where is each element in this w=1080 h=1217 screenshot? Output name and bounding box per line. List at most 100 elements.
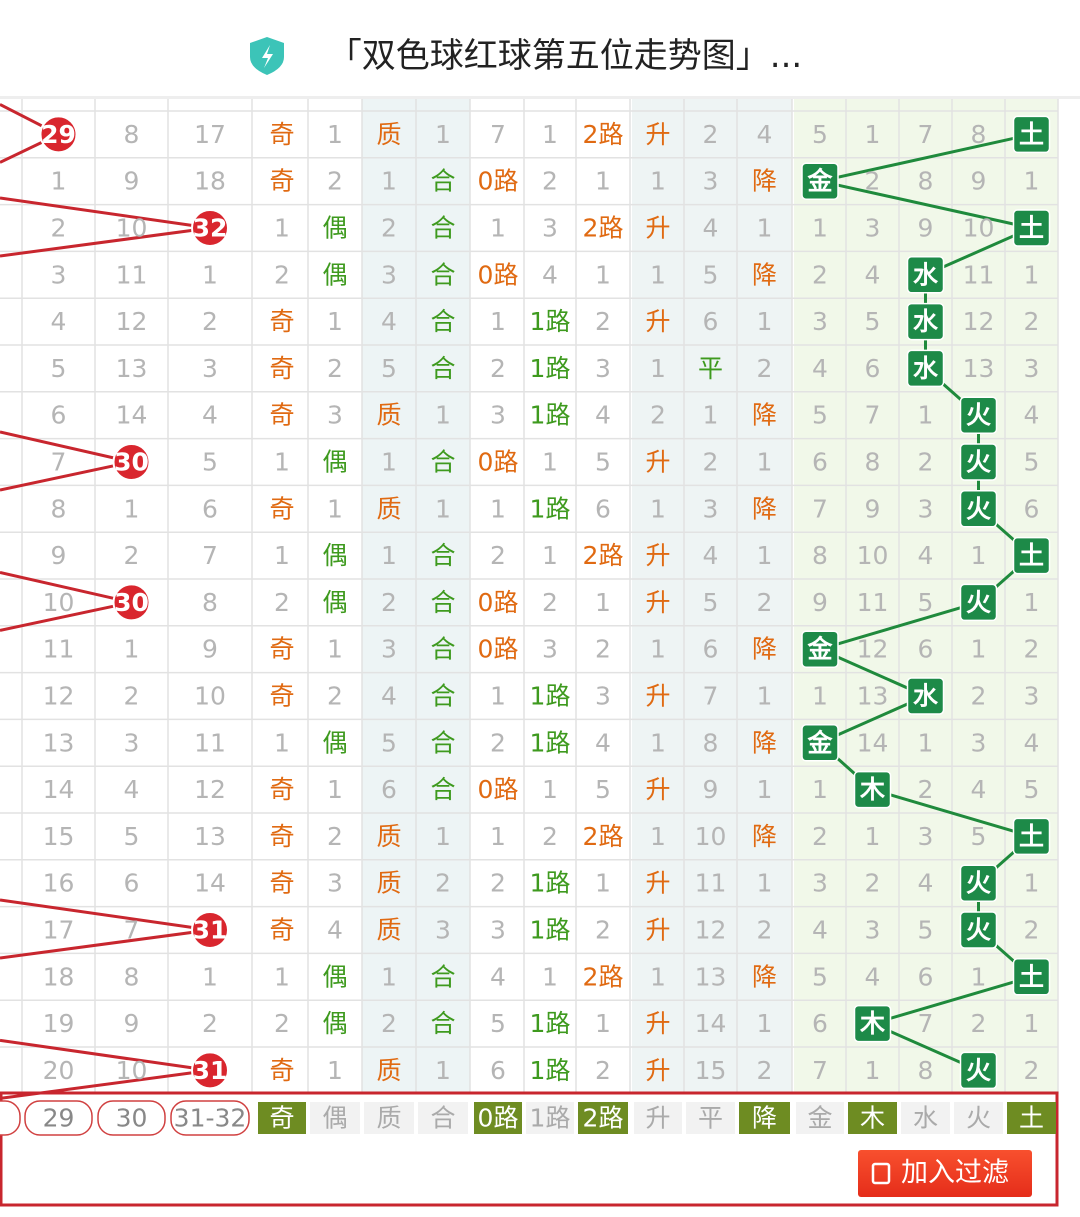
cell: 1 [971, 962, 987, 991]
filter-chip[interactable] [1007, 1102, 1056, 1134]
ball-number: 29 [41, 120, 76, 149]
filter-label[interactable]: 土 [1019, 1104, 1044, 1133]
cell: 2 [490, 354, 506, 383]
cell: 1 [327, 307, 343, 336]
cell: 合 [430, 1009, 455, 1038]
cell: 4 [595, 401, 611, 430]
cell: 5 [812, 120, 828, 149]
filter-label[interactable]: 升 [645, 1104, 670, 1133]
filter-chip[interactable] [418, 1102, 468, 1134]
cell: 3 [703, 494, 719, 523]
filter-pill[interactable] [24, 1100, 93, 1136]
cell: 2 [327, 167, 343, 196]
cell: 9 [202, 635, 218, 664]
filter-label[interactable]: 质 [376, 1104, 401, 1133]
cell: 1 [327, 120, 343, 149]
cell: 1 [1024, 260, 1040, 289]
cell: 1 [381, 962, 397, 991]
cell: 12 [963, 307, 995, 336]
cell: 3 [542, 214, 558, 243]
filter-label[interactable]: 降 [752, 1104, 777, 1133]
partial-pill [0, 1100, 21, 1136]
filter-chip[interactable] [364, 1102, 414, 1134]
filter-chip[interactable] [954, 1102, 1003, 1134]
cell: 降 [752, 494, 777, 523]
filter-label[interactable]: 偶 [322, 1104, 347, 1133]
element-label: 火 [966, 916, 991, 945]
filter-chip[interactable] [634, 1102, 682, 1134]
cell: 17 [194, 120, 226, 149]
cell: 1 [327, 1056, 343, 1085]
filter-label[interactable]: 火 [966, 1104, 991, 1133]
cell: 3 [327, 401, 343, 430]
filter-chip[interactable] [258, 1102, 306, 1134]
cell: 9 [124, 167, 140, 196]
filter-chip[interactable] [848, 1102, 897, 1134]
cell: 2 [757, 588, 773, 617]
red-line [0, 570, 132, 604]
filter-chip[interactable] [796, 1102, 844, 1134]
filter-label[interactable]: 30 [116, 1104, 148, 1133]
filter-label[interactable]: 2路 [583, 1104, 624, 1133]
element-label: 木 [859, 775, 885, 804]
cell: 2 [703, 448, 719, 477]
cell: 1路 [530, 401, 571, 430]
cell: 1 [971, 541, 987, 570]
cell: 15 [695, 1056, 727, 1085]
cell: 2 [124, 682, 140, 711]
cell: 1 [274, 214, 290, 243]
filter-label[interactable]: 金 [807, 1104, 832, 1133]
filter-label[interactable]: 31-32 [174, 1104, 247, 1133]
cell: 1 [51, 167, 67, 196]
cell: 4 [381, 682, 397, 711]
filter-chip[interactable] [901, 1102, 950, 1134]
filter-pill[interactable] [170, 1100, 250, 1136]
filter-label[interactable]: 平 [698, 1104, 723, 1133]
cell: 2 [812, 260, 828, 289]
cell: 3 [1024, 354, 1040, 383]
cell: 2 [1024, 916, 1040, 945]
filter-label[interactable]: 木 [860, 1104, 885, 1133]
filter-chip[interactable] [686, 1102, 735, 1134]
cell: 1 [542, 962, 558, 991]
filter-label[interactable]: 29 [43, 1104, 75, 1133]
element-box [959, 396, 998, 434]
red-ball [191, 1051, 229, 1090]
cell: 2 [274, 588, 290, 617]
cell: 2路 [583, 541, 624, 570]
cell: 1 [918, 728, 934, 757]
cell: 降 [752, 962, 777, 991]
filter-label[interactable]: 0路 [478, 1104, 519, 1133]
cell: 12 [116, 307, 148, 336]
filter-pill[interactable] [97, 1100, 166, 1136]
cell: 1 [274, 541, 290, 570]
filter-chip[interactable] [578, 1102, 628, 1134]
element-label: 金 [806, 635, 833, 664]
cell: 1 [757, 869, 773, 898]
cell: 升 [645, 1009, 670, 1038]
column-bg [256, 96, 308, 1094]
element-box [801, 630, 839, 668]
cell: 1 [812, 214, 828, 243]
filter-chip[interactable] [310, 1102, 360, 1134]
cell: 19 [43, 1009, 75, 1038]
add-filter-button[interactable] [858, 1150, 1032, 1197]
filter-chip[interactable] [526, 1102, 574, 1134]
cell: 4 [703, 541, 719, 570]
button-label[interactable]: 加入过滤 [901, 1158, 1009, 1189]
cell: 合 [430, 260, 455, 289]
cell: 降 [752, 635, 777, 664]
cell: 2 [202, 307, 218, 336]
filter-label[interactable]: 1路 [530, 1104, 571, 1133]
cell: 1路 [530, 494, 571, 523]
cell: 0路 [478, 635, 519, 664]
cell: 2 [202, 1009, 218, 1038]
filter-chip[interactable] [739, 1102, 790, 1134]
cell: 17 [43, 916, 75, 945]
cell: 13 [194, 822, 226, 851]
filter-chip[interactable] [474, 1102, 522, 1134]
filter-label[interactable]: 奇 [269, 1104, 294, 1133]
cell: 2 [650, 401, 666, 430]
filter-label[interactable]: 水 [913, 1104, 938, 1133]
filter-label[interactable]: 合 [430, 1104, 455, 1133]
